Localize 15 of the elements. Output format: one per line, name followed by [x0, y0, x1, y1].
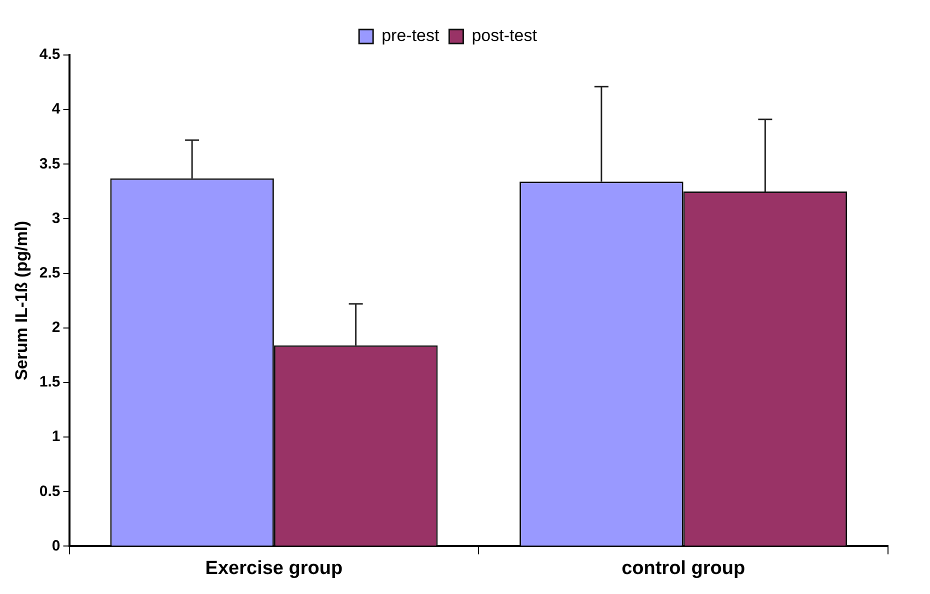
y-tick-label: 2 — [52, 319, 60, 336]
legend-label: post-test — [472, 26, 538, 46]
x-tick-label: Exercise group — [205, 558, 343, 579]
x-tick-label: control group — [622, 558, 746, 579]
y-tick-label: 0.5 — [39, 482, 60, 500]
y-tick-label: 3 — [52, 210, 60, 227]
y-tick-label: 4 — [52, 100, 61, 118]
y-tick-label: 0 — [52, 537, 60, 554]
y-tick-label: 1.5 — [39, 374, 60, 391]
y-tick-label: 3.5 — [39, 155, 60, 172]
y-axis-title: Serum IL-1ß (pg/ml) — [12, 220, 31, 380]
y-tick-label: 2.5 — [39, 264, 60, 282]
y-tick-label: 1 — [52, 428, 60, 446]
y-tick-label: 4.5 — [39, 46, 60, 64]
legend-label: pre-test — [382, 26, 440, 46]
